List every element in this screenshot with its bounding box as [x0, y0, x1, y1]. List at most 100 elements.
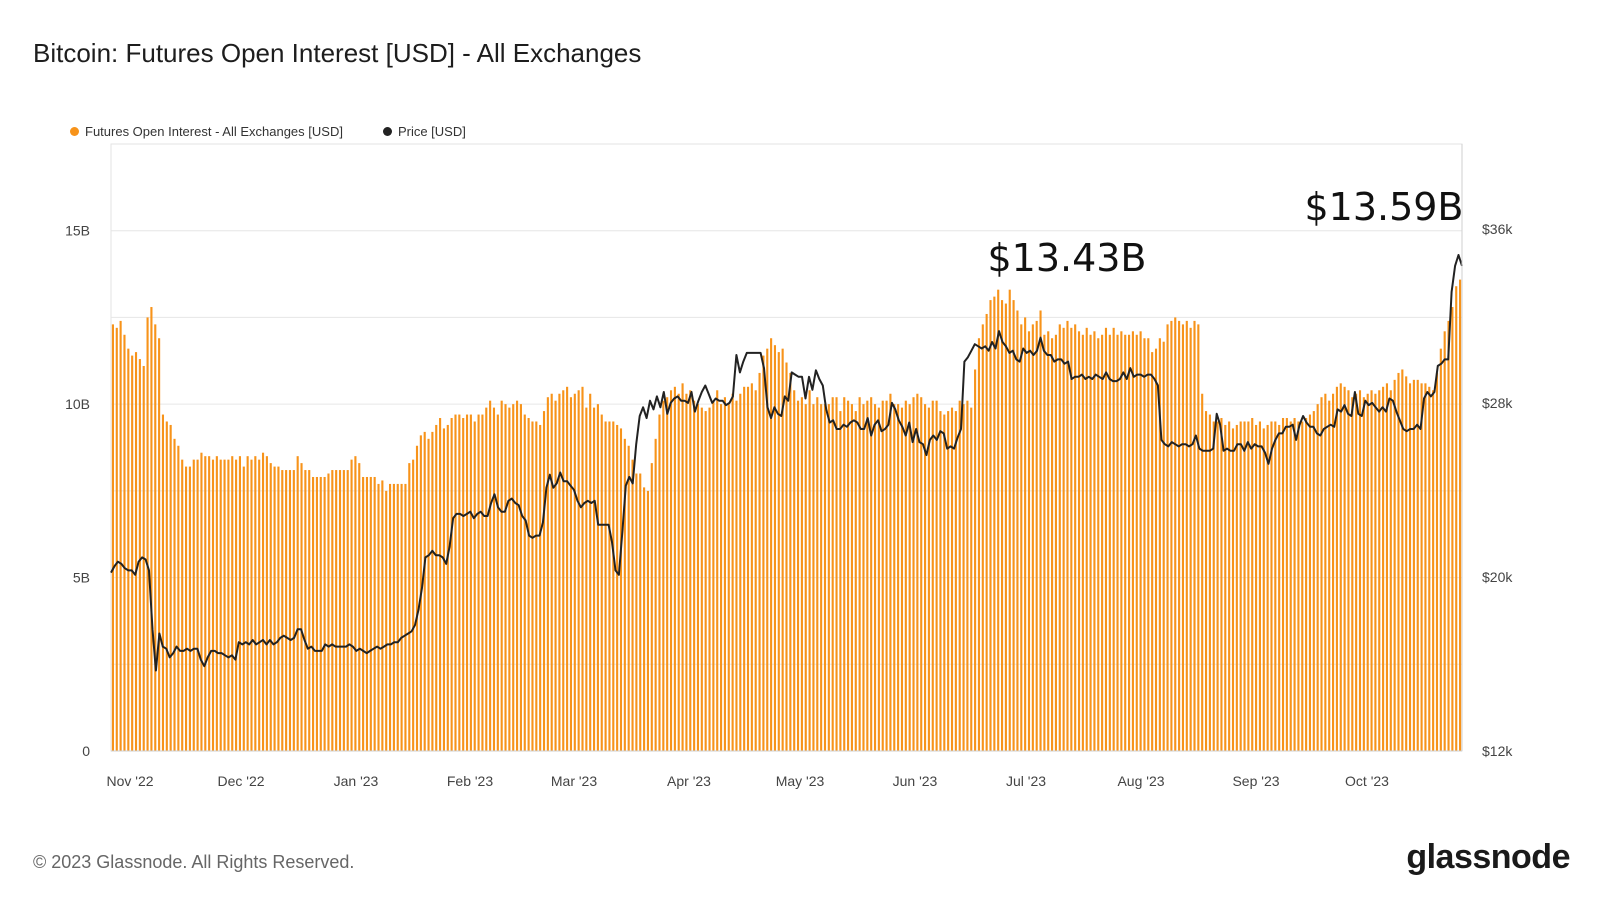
axes [111, 144, 1463, 752]
oi-bar [1251, 418, 1254, 751]
oi-bar [823, 404, 827, 751]
oi-bar [292, 470, 295, 751]
oi-bar [1204, 411, 1208, 751]
oi-bar [785, 362, 788, 751]
legend-item-open-interest[interactable]: Futures Open Interest - All Exchanges [U… [70, 124, 343, 139]
oi-bar [338, 470, 342, 751]
oi-bar [1347, 390, 1350, 751]
oi-bar [1243, 421, 1246, 751]
oi-bar [208, 456, 211, 751]
oi-bar [1397, 372, 1400, 751]
oi-bar [304, 470, 307, 751]
oi-bar [758, 372, 761, 751]
oi-bar [566, 386, 569, 751]
oi-bar [662, 400, 665, 751]
oi-bar [1070, 327, 1073, 751]
oi-bar [862, 404, 865, 751]
oi-bar [1158, 338, 1161, 751]
oi-bar [1178, 320, 1181, 751]
oi-bar [977, 338, 981, 751]
y-left-tick-label: 5B [73, 570, 90, 586]
oi-bar [1189, 327, 1192, 751]
oi-bar [1281, 418, 1285, 751]
oi-bar [427, 438, 430, 751]
y-axis-left-labels: 0 5B 10B 15B [65, 223, 90, 759]
glassnode-logo[interactable]: glassnode [1406, 838, 1570, 876]
oi-bar [1039, 310, 1042, 751]
oi-bar [746, 386, 750, 751]
oi-bar [1255, 424, 1258, 751]
oi-bar [412, 459, 415, 751]
oi-bar [1031, 324, 1034, 751]
oi-bar [123, 334, 126, 751]
oi-bar [1147, 338, 1150, 751]
oi-bar [754, 390, 757, 751]
oi-bar [481, 414, 484, 751]
oi-bar [1043, 334, 1046, 751]
x-tick-label: Aug '23 [1117, 773, 1164, 789]
oi-bar [400, 483, 403, 751]
legend-item-price[interactable]: Price [USD] [382, 124, 466, 139]
oi-bar [1459, 279, 1462, 751]
oi-bar [1420, 383, 1423, 751]
oi-bar [204, 456, 207, 751]
oi-bar [331, 470, 334, 751]
annotation-peak-july: $13.43B [987, 236, 1146, 280]
oi-bar [770, 338, 773, 751]
oi-bar [681, 383, 684, 751]
oi-bar [1231, 428, 1235, 751]
oi-bar [1362, 397, 1365, 751]
oi-bar [246, 456, 249, 751]
oi-bar [885, 400, 888, 751]
oi-bar [935, 400, 938, 751]
oi-bar [619, 428, 623, 751]
oi-bar [1016, 310, 1019, 751]
oi-bar [1220, 418, 1223, 751]
oi-bar [1339, 383, 1342, 751]
oi-bar [962, 404, 965, 751]
oi-bar [1004, 303, 1007, 751]
oi-bar [1335, 386, 1338, 751]
oi-bar [1074, 324, 1077, 751]
oi-bar [342, 470, 345, 751]
oi-bar [646, 490, 649, 751]
oi-bar [1451, 307, 1454, 751]
oi-bar [211, 459, 215, 751]
oi-bar [269, 463, 272, 751]
oi-bar [1385, 383, 1389, 751]
oi-bar [873, 404, 877, 751]
oi-bar [1024, 317, 1027, 751]
oi-bar [766, 348, 769, 751]
y-left-tick-label: 10B [65, 396, 90, 412]
oi-bar [1128, 334, 1131, 751]
oi-bar [161, 414, 165, 751]
oi-bar [1285, 418, 1288, 751]
oi-bar [1374, 393, 1377, 751]
oi-bar [523, 414, 526, 751]
oi-bar [323, 476, 326, 751]
oi-bar [1378, 390, 1381, 751]
oi-bar [700, 407, 703, 751]
oi-bar [388, 483, 392, 751]
oi-bar [1066, 320, 1069, 751]
oi-bar [219, 459, 222, 751]
oi-bar [1212, 421, 1215, 751]
oi-bar [1077, 331, 1081, 751]
oi-bar [677, 393, 680, 751]
oi-bar [150, 307, 153, 751]
oi-bar [1139, 331, 1142, 751]
oi-bar [300, 463, 303, 751]
oi-bar [458, 414, 461, 751]
oi-bar [1432, 390, 1435, 751]
legend-label-price: Price [USD] [397, 124, 466, 139]
oi-bar [1081, 334, 1084, 751]
oi-bar [335, 470, 338, 751]
oi-bar [1324, 393, 1327, 751]
oi-bar [1104, 327, 1108, 751]
oi-bar [1208, 414, 1211, 751]
oi-bar [431, 431, 434, 751]
oi-bar [508, 407, 511, 751]
oi-bar [223, 459, 226, 751]
oi-bar [704, 411, 707, 751]
chart-legend: Futures Open Interest - All Exchanges [U… [70, 124, 466, 139]
